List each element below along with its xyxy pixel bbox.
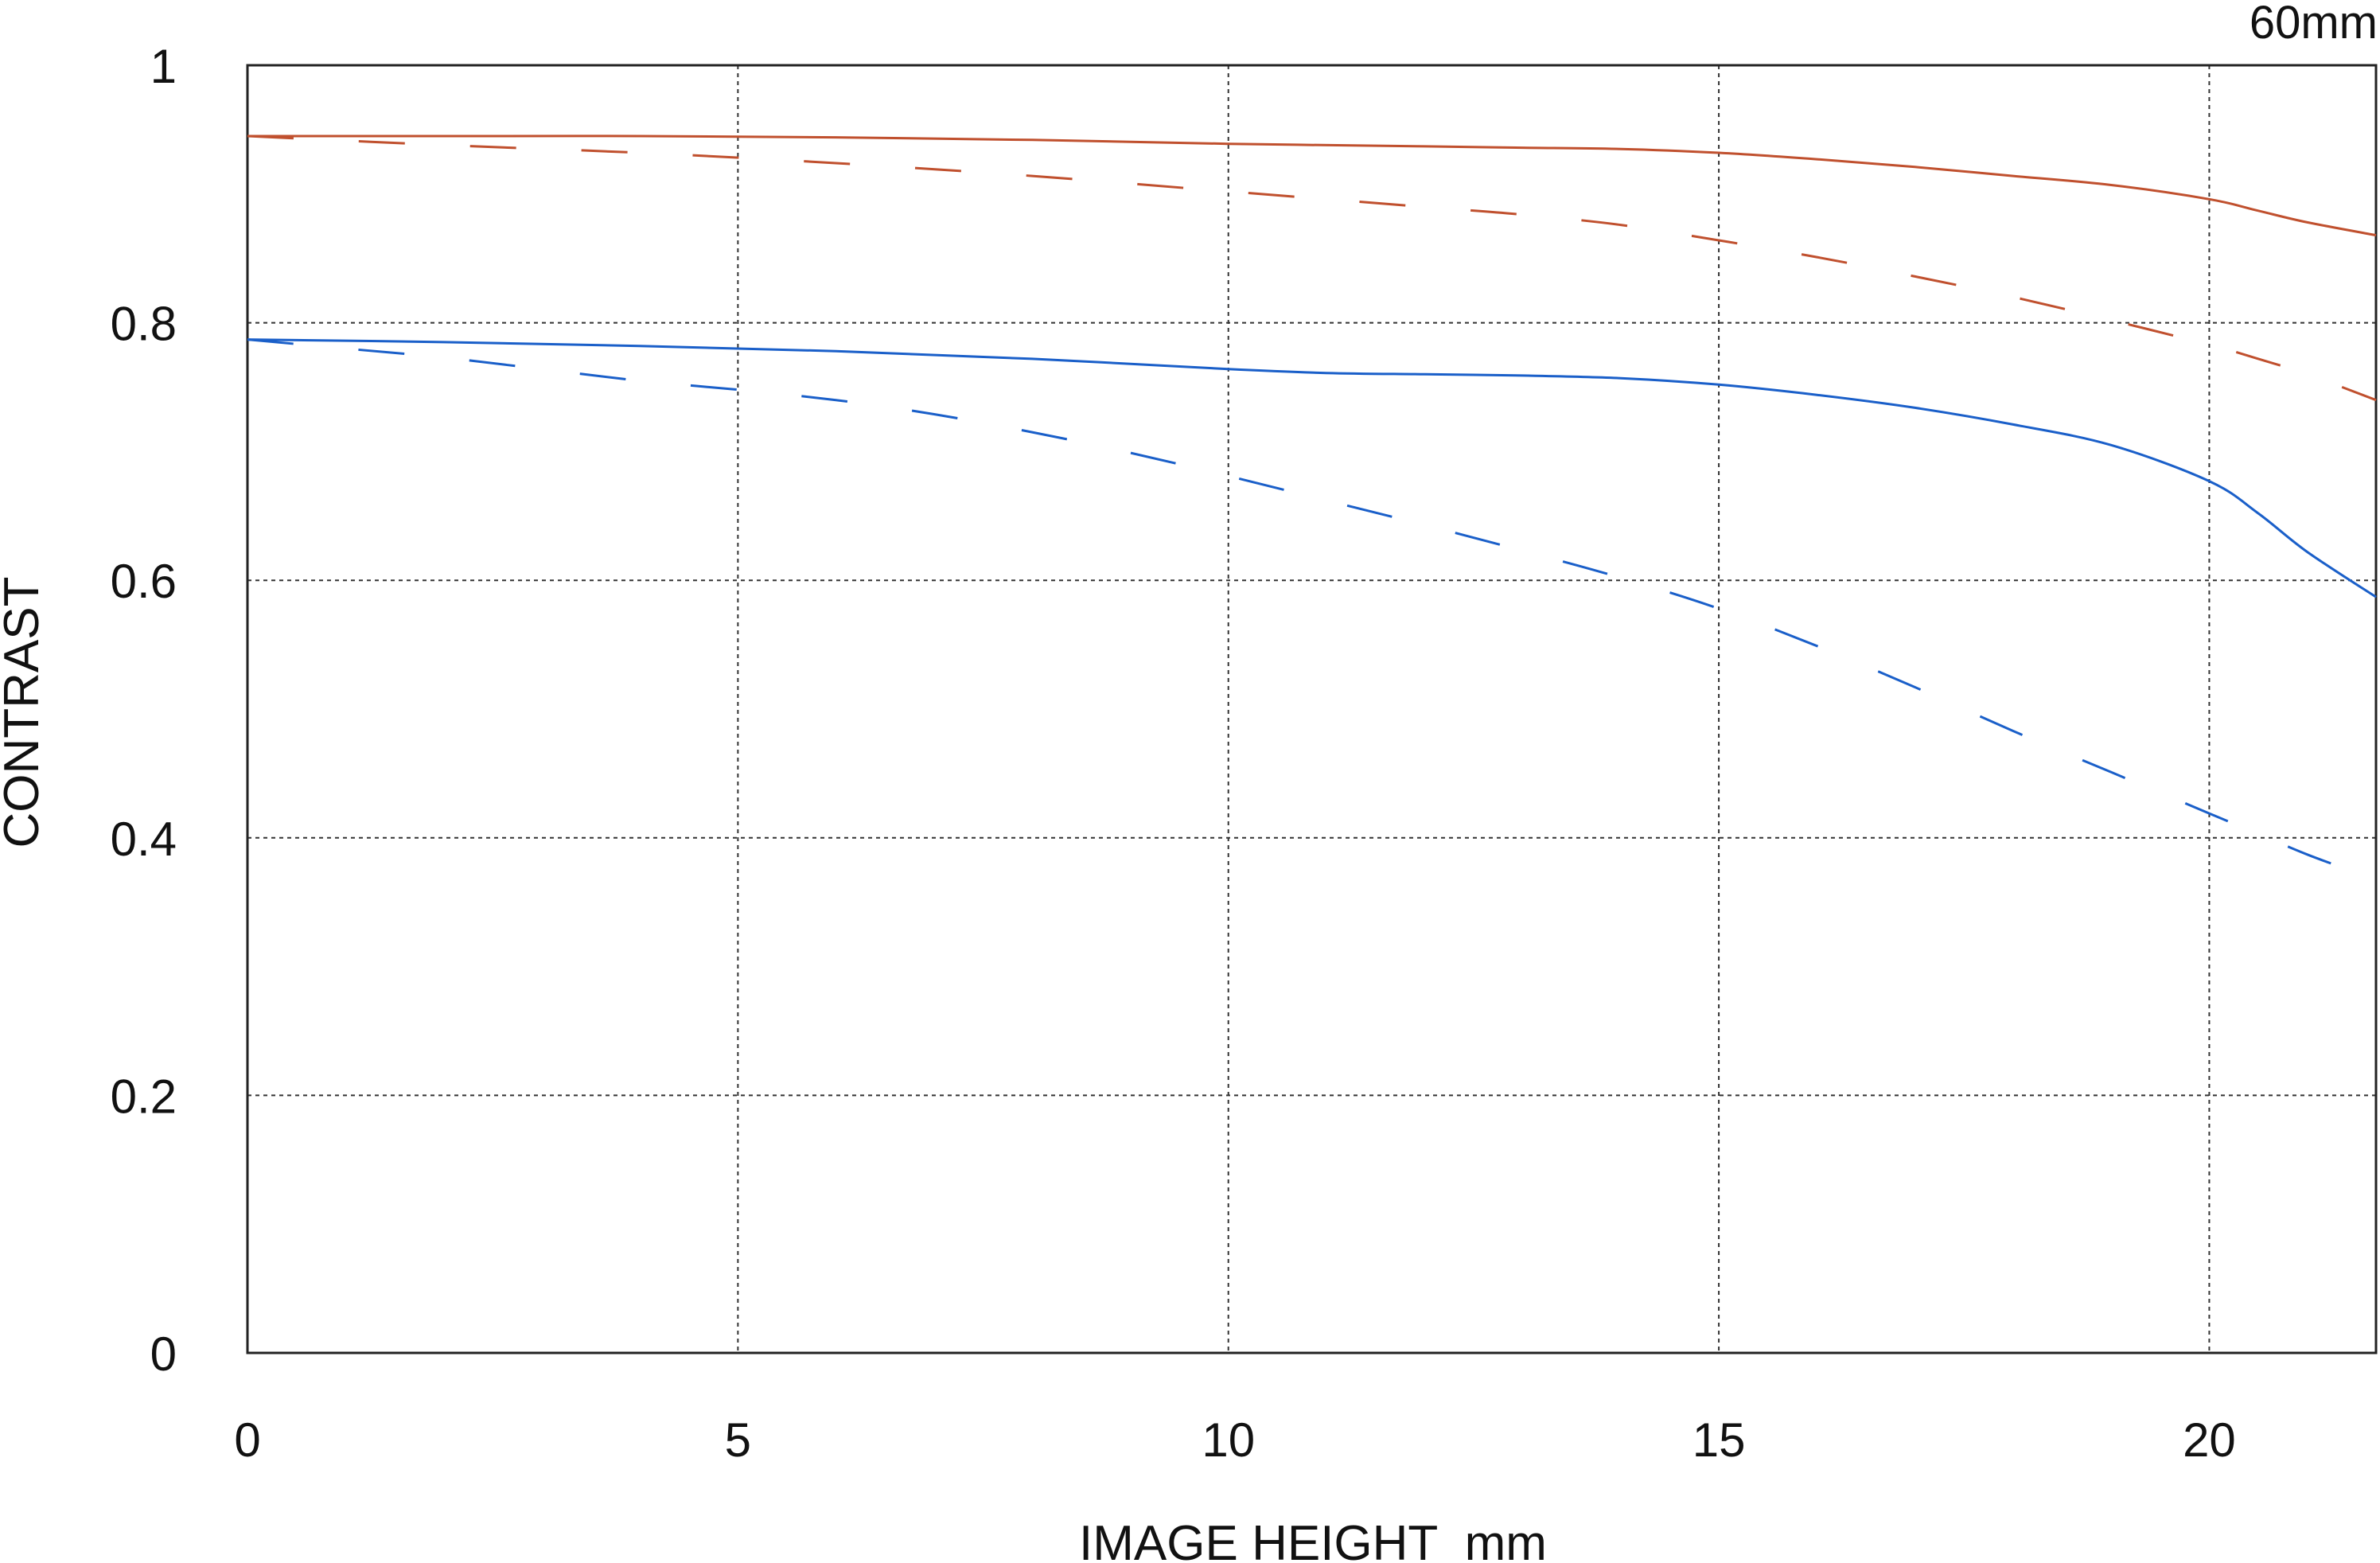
x-tick-label: 15 <box>1692 1413 1746 1467</box>
x-axis-label: IMAGE HEIGHT mm <box>1079 1516 1547 1563</box>
x-tick-label: 5 <box>725 1413 751 1467</box>
y-tick-label: 0.8 <box>111 298 177 351</box>
x-tick-label: 10 <box>1202 1413 1255 1467</box>
y-tick-label: 1 <box>150 40 177 93</box>
chart-title: 60mm <box>2250 0 2378 49</box>
y-tick-label: 0.6 <box>111 555 177 608</box>
series-line-1-solid <box>247 134 2377 237</box>
y-tick-label: 0.4 <box>111 813 177 866</box>
tick-labels: 0 5 10 15 20 0 0.2 0.4 0.6 0.8 1 <box>111 40 2236 1467</box>
x-tick-label: 20 <box>2183 1413 2236 1467</box>
plot-frame <box>246 64 2378 1354</box>
y-axis-label: CONTRAST <box>0 577 49 848</box>
y-tick-label: 0.2 <box>111 1070 177 1123</box>
series-lines <box>247 134 2377 874</box>
x-tick-label: 0 <box>234 1413 260 1467</box>
y-tick-label: 0 <box>150 1327 177 1381</box>
series-line-4-dashed <box>247 338 2357 874</box>
series-line-3-solid <box>247 338 2377 598</box>
grid-lines <box>247 65 2376 1353</box>
series-line-2-dashed <box>247 134 2377 402</box>
